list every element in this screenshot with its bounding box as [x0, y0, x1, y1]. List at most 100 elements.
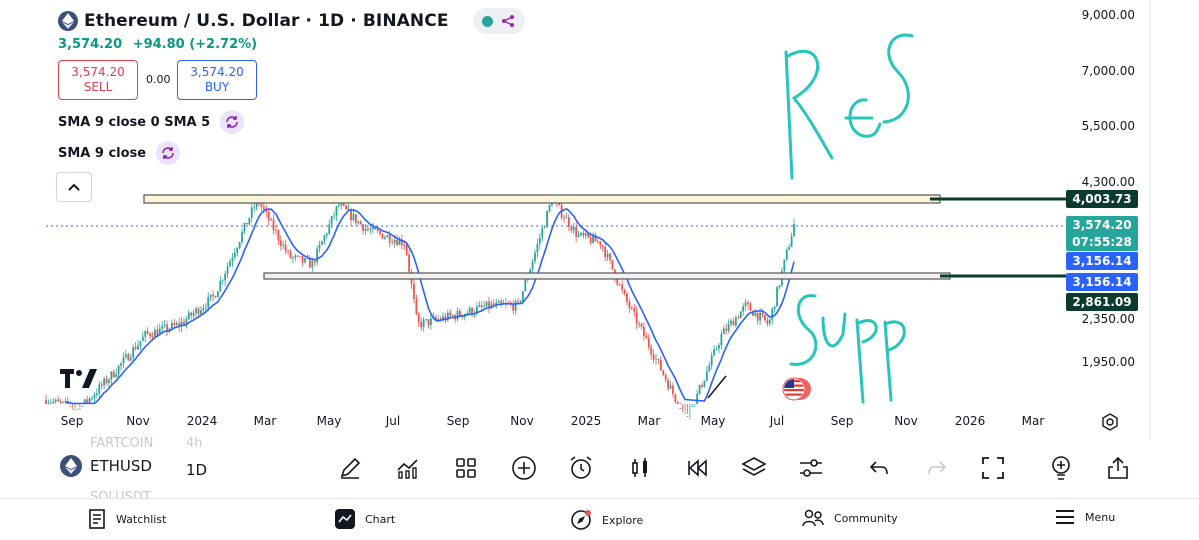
candle-body: [698, 385, 701, 394]
nav-menu[interactable]: Menu: [1055, 509, 1115, 525]
candle-body: [524, 280, 527, 292]
ethereum-logo-icon: [58, 11, 78, 31]
candle-body: [383, 237, 386, 239]
x-tick: 2024: [186, 414, 218, 428]
x-tick: Nov: [126, 414, 150, 428]
refresh-icon[interactable]: [156, 141, 181, 165]
candle-body: [229, 261, 231, 267]
candle-body: [773, 306, 776, 309]
candle-body: [117, 365, 120, 375]
support-zone[interactable]: [263, 272, 951, 280]
buy-button[interactable]: 3,574.20 BUY: [177, 60, 257, 100]
candle-body: [517, 300, 519, 302]
alert-icon[interactable]: [565, 452, 597, 484]
symbol-selector[interactable]: ETHUSD: [60, 455, 152, 477]
timeframe-selector[interactable]: 1D: [186, 461, 208, 479]
nav-chart[interactable]: Chart: [335, 509, 395, 529]
pen-icon[interactable]: [334, 452, 366, 484]
nav-label: Explore: [602, 513, 644, 527]
candle-body: [207, 297, 210, 308]
axis-settings-icon[interactable]: [1100, 412, 1120, 436]
ideas-icon[interactable]: [1045, 452, 1077, 484]
candle-body: [756, 312, 759, 321]
x-tick: 2025: [570, 414, 602, 428]
collapse-legend-button[interactable]: [56, 172, 92, 202]
nav-community[interactable]: Community: [802, 509, 898, 527]
menu-icon: [1056, 510, 1074, 524]
candle-body: [693, 405, 696, 407]
candle-body: [446, 312, 449, 321]
candle-body: [287, 251, 289, 253]
ethereum-logo-icon: [60, 455, 82, 477]
candle-body: [292, 257, 294, 259]
indicator-sma[interactable]: SMA 9 close: [58, 141, 181, 165]
settings-icon[interactable]: [795, 452, 827, 484]
candle-body: [623, 289, 626, 294]
candle-body: [137, 345, 139, 350]
nav-watchlist[interactable]: Watchlist: [88, 509, 166, 529]
sell-button[interactable]: 3,574.20 SELL: [58, 60, 138, 100]
candle-body: [597, 241, 599, 243]
symbol-above[interactable]: FARTCOIN 4h: [90, 436, 203, 451]
us-flag-icon: [782, 377, 812, 405]
candle-body: [311, 260, 314, 268]
templates-icon[interactable]: [450, 452, 482, 484]
candle-body: [214, 296, 217, 298]
candle-body: [749, 304, 752, 311]
candle-body: [449, 312, 452, 316]
candle-body: [575, 226, 578, 237]
candle-body: [788, 246, 791, 250]
candle-body: [713, 349, 716, 356]
indicator-sma-combo[interactable]: SMA 9 close 0 SMA 5: [58, 110, 245, 134]
redo-icon[interactable]: [921, 452, 953, 484]
candle-body: [323, 235, 326, 242]
candle-body: [321, 241, 323, 245]
candle-body: [279, 240, 282, 246]
candle-body: [200, 310, 202, 315]
candle-body: [192, 312, 195, 316]
candle-body: [744, 302, 747, 307]
candle-body: [512, 304, 515, 311]
candle-body: [391, 242, 394, 244]
candle-body: [175, 323, 178, 325]
candle-body: [778, 285, 781, 288]
share-icon[interactable]: [1102, 452, 1134, 484]
nav-label: Chart: [365, 512, 396, 526]
refresh-icon[interactable]: [220, 110, 245, 134]
candle-body: [790, 236, 793, 247]
candle-body: [362, 224, 365, 231]
fullscreen-icon[interactable]: [977, 452, 1009, 484]
add-icon[interactable]: [508, 452, 540, 484]
y-tick: 2,350.00: [1081, 312, 1135, 326]
indicator-label: SMA 9 close: [58, 145, 147, 161]
candle-body: [548, 205, 551, 212]
symbol-below[interactable]: SOLUSDT1W: [90, 490, 151, 498]
candles-icon[interactable]: [624, 452, 656, 484]
candle-body: [747, 302, 749, 305]
resistance-zone[interactable]: [143, 194, 941, 204]
candle-body: [330, 216, 333, 225]
candle-body: [400, 239, 403, 245]
candle-body: [282, 244, 285, 246]
candle-body: [95, 393, 98, 396]
candle-body: [187, 312, 190, 320]
x-tick: May: [700, 414, 726, 428]
candle-body: [519, 301, 522, 302]
current-price: 3,574.20: [58, 37, 123, 52]
candle-body: [485, 301, 488, 307]
symbol-title[interactable]: Ethereum / U.S. Dollar · 1D · BINANCE: [84, 11, 449, 31]
candle-body: [204, 307, 207, 309]
layers-icon[interactable]: [738, 452, 770, 484]
indicators-icon[interactable]: [392, 452, 424, 484]
nav-explore[interactable]: Explore: [570, 509, 643, 531]
undo-icon[interactable]: [863, 452, 895, 484]
candle-body: [52, 401, 55, 404]
candle-body: [340, 203, 343, 206]
tradingview-logo: [60, 369, 98, 393]
candle-body: [115, 374, 118, 378]
replay-icon[interactable]: [682, 452, 714, 484]
candle-body: [768, 319, 771, 324]
candle-body: [543, 226, 546, 229]
status-pill[interactable]: [472, 8, 525, 34]
